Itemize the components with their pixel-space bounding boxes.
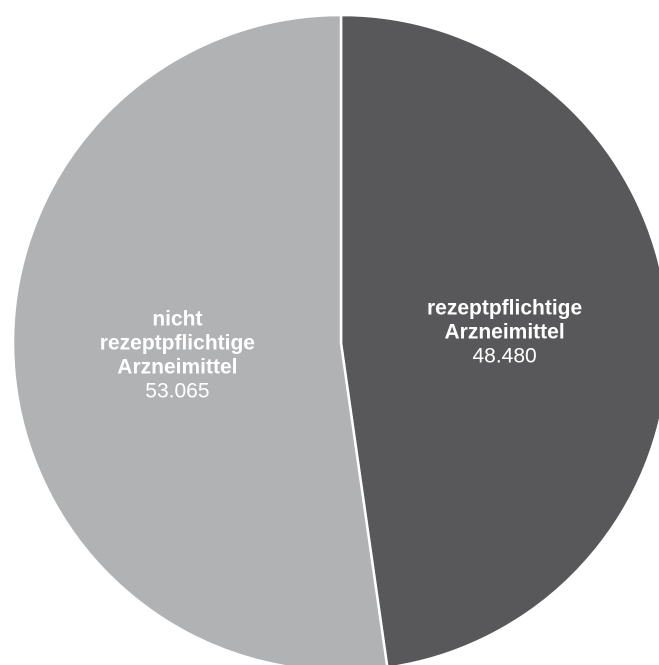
slice-value-label: 53.065 bbox=[145, 380, 209, 403]
pie-labels: rezeptpflichtigeArzneimittel48.480nichtr… bbox=[100, 296, 582, 402]
pie-slice-rezeptpflichtige-arzneimittel bbox=[339, 13, 659, 665]
pie-slices bbox=[11, 13, 659, 665]
slice-label-name-line: nicht bbox=[152, 308, 202, 331]
slice-label-name-line: rezeptpflichtige bbox=[427, 296, 582, 319]
pie-slice-nicht-rezeptpflichtige-arzneimittel bbox=[11, 13, 389, 665]
slice-value-label: 48.480 bbox=[472, 344, 536, 367]
slice-label-name-line: Arzneimittel bbox=[445, 320, 565, 343]
slice-label-name-line: rezeptpflichtige bbox=[100, 332, 255, 355]
slice-label-name-line: Arzneimittel bbox=[117, 356, 237, 379]
